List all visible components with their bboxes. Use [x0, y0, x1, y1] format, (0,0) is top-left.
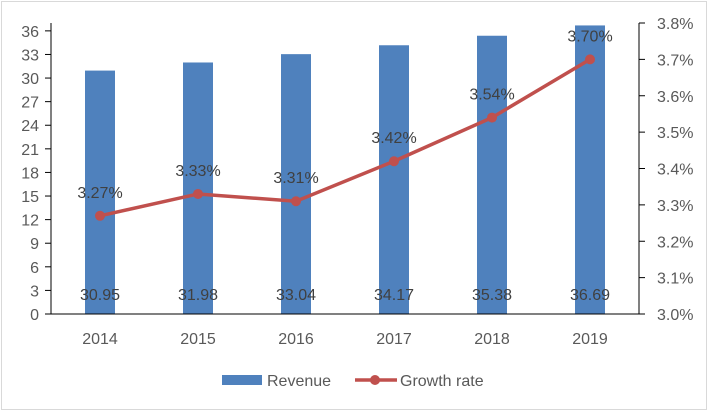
right-tick-label: 3.1%: [657, 271, 693, 288]
revenue-data-label: 30.95: [80, 287, 120, 304]
right-tick-label: 3.7%: [657, 52, 693, 69]
legend-growth-marker: [370, 375, 380, 385]
left-tick-label: 18: [21, 165, 39, 182]
right-tick-label: 3.4%: [657, 162, 693, 179]
left-tick-label: 30: [21, 71, 39, 88]
right-tick-label: 3.6%: [657, 89, 693, 106]
left-tick-label: 33: [21, 47, 39, 64]
growth-data-label: 3.54%: [469, 87, 514, 104]
right-tick-label: 3.8%: [657, 16, 693, 33]
legend-revenue-label: Revenue: [267, 373, 331, 390]
x-tick-label: 2017: [376, 331, 412, 348]
right-tick-label: 3.3%: [657, 198, 693, 215]
legend-revenue-swatch: [222, 375, 262, 385]
x-tick-label: 2016: [278, 331, 314, 348]
growth-data-label: 3.33%: [175, 163, 220, 180]
x-tick-label: 2019: [572, 331, 608, 348]
revenue-bar: [281, 54, 311, 314]
growth-rate-point: [291, 196, 301, 207]
growth-data-label: 3.70%: [567, 28, 612, 45]
left-tick-label: 0: [30, 307, 39, 324]
revenue-data-label: 36.69: [570, 287, 610, 304]
x-tick-label: 2015: [180, 331, 216, 348]
revenue-bar: [379, 45, 409, 314]
growth-rate-point: [389, 156, 399, 167]
left-tick-label: 27: [21, 95, 39, 112]
left-tick-label: 9: [30, 236, 39, 253]
left-tick-label: 15: [21, 189, 39, 206]
growth-data-label: 3.27%: [77, 185, 122, 202]
growth-rate-point: [95, 210, 105, 221]
growth-rate-point: [193, 188, 203, 199]
growth-rate-point: [487, 112, 497, 123]
left-tick-label: 3: [30, 283, 39, 300]
revenue-data-label: 35.38: [472, 287, 512, 304]
left-tick-label: 24: [21, 118, 39, 135]
growth-rate-point: [585, 54, 595, 65]
left-tick-label: 6: [30, 260, 39, 277]
growth-data-label: 3.42%: [371, 130, 416, 147]
revenue-bar: [183, 62, 213, 314]
growth-rate-line: [99, 57, 591, 218]
x-tick-label: 2014: [82, 331, 118, 348]
right-tick-label: 3.5%: [657, 125, 693, 142]
revenue-bar: [477, 35, 507, 314]
revenue-data-label: 31.98: [178, 287, 218, 304]
left-tick-label: 12: [21, 213, 39, 230]
right-tick-label: 3.2%: [657, 234, 693, 251]
left-tick-label: 21: [21, 142, 39, 159]
left-tick-label: 36: [21, 24, 39, 41]
revenue-data-label: 33.04: [276, 287, 316, 304]
revenue-bar: [575, 25, 605, 314]
right-tick-label: 3.0%: [657, 307, 693, 324]
revenue-bar: [85, 70, 115, 315]
revenue-data-label: 34.17: [374, 287, 414, 304]
legend-growth-label: Growth rate: [400, 373, 484, 390]
growth-data-label: 3.31%: [273, 170, 318, 187]
x-tick-label: 2018: [474, 331, 510, 348]
